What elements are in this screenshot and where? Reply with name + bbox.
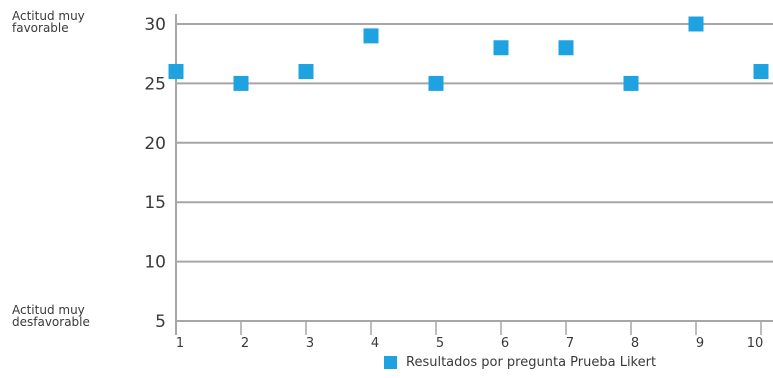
x-tick-label: 7 (566, 336, 574, 351)
label-favorable-line-2: favorable (12, 21, 69, 35)
x-tick-label: 10 (747, 336, 764, 351)
data-point (688, 16, 704, 32)
y-axis-ticks: 5 10 15 20 25 30 (144, 15, 166, 332)
x-tick-label: 4 (371, 336, 379, 351)
data-point (233, 75, 249, 91)
label-favorable: Actitud muy favorable (12, 10, 85, 34)
data-point (493, 40, 509, 56)
data-point (428, 75, 444, 91)
data-points (168, 16, 769, 91)
y-tick-label: 30 (144, 15, 166, 35)
x-axis-ticks: 1 2 3 4 5 6 7 8 9 10 (176, 321, 763, 351)
y-tick-label: 5 (155, 312, 166, 332)
y-tick-label: 10 (144, 253, 166, 273)
label-favorable-line-1: Actitud muy (12, 9, 85, 23)
x-tick-label: 3 (306, 336, 314, 351)
data-point (558, 40, 574, 56)
data-point (168, 64, 184, 80)
data-point (623, 75, 639, 91)
y-tick-label: 20 (144, 134, 166, 154)
x-tick-label: 5 (436, 336, 444, 351)
x-tick-label: 8 (631, 336, 639, 351)
y-tick-label: 15 (144, 193, 166, 213)
x-tick-label: 6 (501, 336, 509, 351)
legend-label: Resultados por pregunta Prueba Likert (406, 355, 657, 370)
label-desfavorable-line-2: desfavorable (12, 315, 90, 329)
x-tick-label: 2 (241, 336, 249, 351)
label-desfavorable: Actitud muy desfavorable (12, 304, 90, 328)
x-tick-label: 9 (696, 336, 704, 351)
legend-marker-icon (384, 356, 397, 369)
x-tick-label: 1 (176, 336, 184, 351)
gridlines (175, 14, 773, 335)
data-point (753, 64, 769, 80)
y-tick-label: 25 (144, 74, 166, 94)
legend: Resultados por pregunta Prueba Likert (384, 355, 656, 370)
data-point (363, 28, 379, 44)
data-point (298, 64, 314, 80)
label-desfavorable-line-1: Actitud muy (12, 303, 85, 317)
